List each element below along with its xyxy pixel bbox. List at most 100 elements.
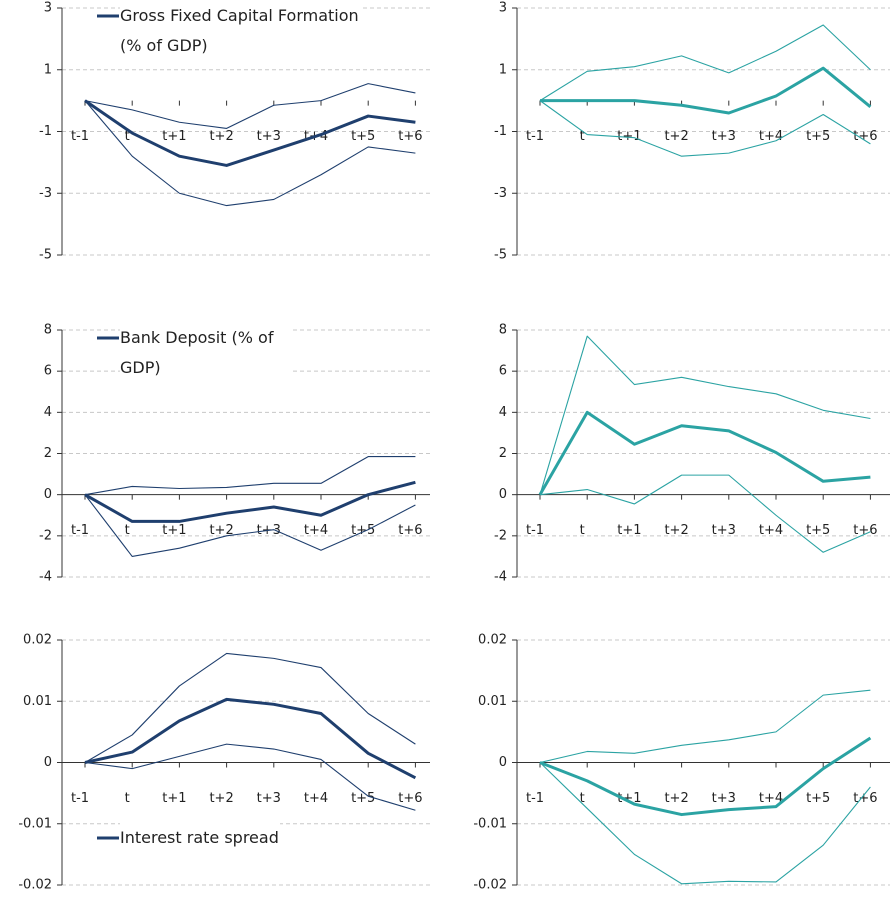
series-line <box>84 456 416 496</box>
y-tick-label: -1 <box>39 124 52 139</box>
series-line <box>540 66 872 115</box>
y-tick-label: 0 <box>44 755 52 770</box>
x-tick-label: t+1 <box>617 523 641 538</box>
legend-label: Bank Deposit (% of GDP) <box>120 323 290 383</box>
series-line <box>84 697 417 780</box>
series-line <box>539 689 871 764</box>
x-tick-label: t+1 <box>162 523 186 538</box>
x-tick-label: t+6 <box>398 129 422 144</box>
y-tick-label: 2 <box>499 446 507 461</box>
x-tick-label: t+4 <box>304 523 328 538</box>
y-tick-label: -5 <box>39 248 52 263</box>
y-tick-label: -0.01 <box>473 816 507 831</box>
series-line <box>84 480 416 523</box>
y-tick-label: -0.02 <box>18 878 52 893</box>
x-tick-label: t-1 <box>526 523 544 538</box>
y-tick-label: 0.02 <box>478 633 507 648</box>
x-tick-label: t <box>580 129 585 144</box>
y-tick-label: 0.01 <box>23 694 52 709</box>
x-tick-label: t+5 <box>806 523 830 538</box>
x-tick-label: t+5 <box>806 129 830 144</box>
x-tick-label: t-1 <box>71 791 89 806</box>
series-line <box>84 83 416 129</box>
series-line <box>539 335 871 495</box>
x-tick-label: t+6 <box>398 523 422 538</box>
y-tick-label: 1 <box>44 62 52 77</box>
x-tick-label: t-1 <box>526 791 544 806</box>
series-line <box>539 100 871 157</box>
y-tick-label: 0 <box>499 487 507 502</box>
y-tick-label: 0 <box>499 755 507 770</box>
x-tick-label: t+5 <box>806 791 830 806</box>
x-tick-label: t <box>580 791 585 806</box>
x-tick-label: t-1 <box>526 129 544 144</box>
y-tick-label: 8 <box>499 323 507 338</box>
y-tick-label: 2 <box>44 446 52 461</box>
x-tick-label: t+4 <box>759 791 783 806</box>
y-tick-label: 0.02 <box>23 633 52 648</box>
legend-label: Interest rate spread <box>120 823 280 853</box>
y-tick-label: 8 <box>44 323 52 338</box>
x-tick-label: t+3 <box>257 791 281 806</box>
series-line <box>539 736 872 817</box>
x-tick-label: t+5 <box>351 129 375 144</box>
x-tick-label: t+6 <box>853 523 877 538</box>
y-tick-label: 6 <box>44 364 52 379</box>
x-tick-label: t <box>125 791 130 806</box>
y-tick-label: -2 <box>494 528 507 543</box>
x-tick-label: t+4 <box>304 791 328 806</box>
x-tick-label: t+1 <box>617 129 641 144</box>
x-tick-label: t+5 <box>351 791 375 806</box>
y-tick-label: 4 <box>44 405 52 420</box>
y-tick-label: 1 <box>499 62 507 77</box>
x-tick-label: t+1 <box>162 129 186 144</box>
y-tick-label: 3 <box>44 1 52 16</box>
y-tick-label: -3 <box>494 186 507 201</box>
y-tick-label: 4 <box>499 405 507 420</box>
y-tick-label: -0.02 <box>473 878 507 893</box>
x-tick-label: t+3 <box>712 523 736 538</box>
x-tick-label: t+2 <box>664 523 688 538</box>
x-tick-label: t+1 <box>162 791 186 806</box>
x-tick-label: t+6 <box>853 791 877 806</box>
x-tick-label: t+2 <box>209 129 233 144</box>
x-tick-label: t+2 <box>664 129 688 144</box>
x-tick-label: t <box>580 523 585 538</box>
y-tick-label: 3 <box>499 1 507 16</box>
y-tick-label: -4 <box>494 570 507 585</box>
y-tick-label: -0.01 <box>18 816 52 831</box>
series-line <box>538 410 871 496</box>
x-tick-label: t+2 <box>664 791 688 806</box>
legend-label: Gross Fixed Capital Formation (% of GDP) <box>120 1 360 61</box>
series-line <box>84 100 416 207</box>
x-tick-label: t+1 <box>617 791 641 806</box>
y-tick-label: 0.01 <box>478 694 507 709</box>
y-tick-label: -3 <box>39 186 52 201</box>
y-tick-label: -2 <box>39 528 52 543</box>
x-tick-label: t <box>125 129 130 144</box>
x-tick-label: t-1 <box>71 523 89 538</box>
x-tick-label: t+4 <box>759 523 783 538</box>
x-tick-label: t <box>125 523 130 538</box>
x-tick-label: t+3 <box>712 791 736 806</box>
x-tick-label: t+6 <box>398 791 422 806</box>
series-line <box>84 743 416 811</box>
x-tick-label: t+3 <box>257 129 281 144</box>
x-tick-label: t-1 <box>71 129 89 144</box>
y-tick-label: -1 <box>494 124 507 139</box>
series-line <box>539 762 871 885</box>
series-line <box>539 24 871 102</box>
y-tick-label: 6 <box>499 364 507 379</box>
series-line <box>539 474 871 553</box>
y-tick-label: -4 <box>39 570 52 585</box>
series-line <box>84 99 416 167</box>
x-tick-label: t+6 <box>853 129 877 144</box>
x-tick-label: t+2 <box>209 523 233 538</box>
series-line <box>84 494 416 557</box>
x-tick-label: t+2 <box>209 791 233 806</box>
series-line <box>84 652 416 763</box>
x-tick-label: t+3 <box>712 129 736 144</box>
y-tick-label: 0 <box>44 487 52 502</box>
